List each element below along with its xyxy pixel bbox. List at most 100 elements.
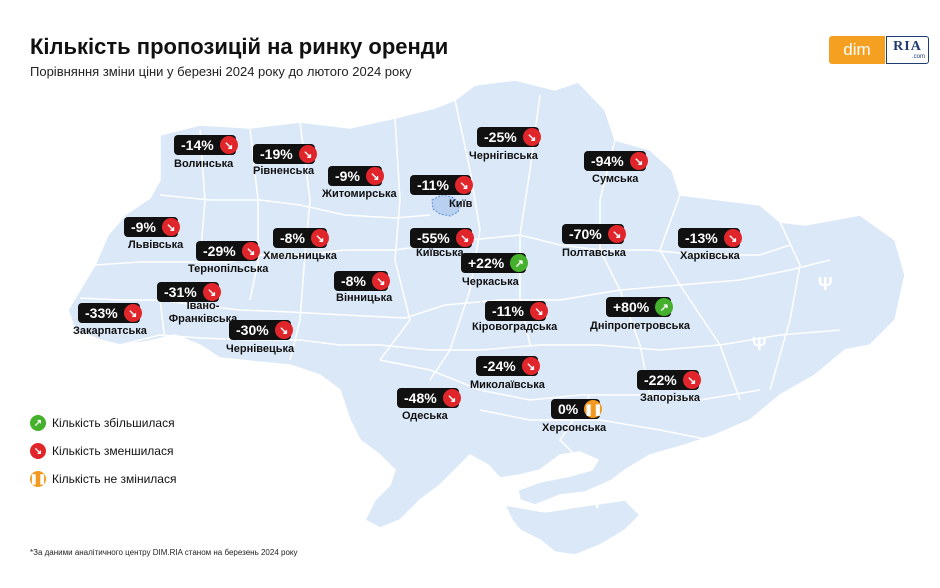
region-change-badge: +22% ↗ <box>461 253 529 273</box>
trident-icon: Ψ <box>818 274 833 294</box>
region-change-badge: -30% ↘ <box>229 320 293 340</box>
region-change-value: -13% <box>685 230 718 246</box>
region-name-одеська: Одеська <box>402 410 448 422</box>
arrow-down-right-icon: ↘ <box>298 145 317 163</box>
region-name-полтавська: Полтавська <box>562 247 626 259</box>
region-change-value: -25% <box>484 129 517 145</box>
region-name-закарпатська: Закарпатська <box>73 325 147 337</box>
region-name-київська: Київська <box>416 247 464 259</box>
legend-label: Кількість не змінилася <box>52 472 177 486</box>
region-name-івано-франківська: Івано- Франківська <box>168 300 238 325</box>
region-name-львівська: Львівська <box>128 239 184 251</box>
region-change-value: -31% <box>164 284 197 300</box>
region-change-value: -19% <box>260 146 293 162</box>
arrow-down-right-icon: ↘ <box>529 302 548 320</box>
region-change-badge: -9% ↘ <box>328 166 384 186</box>
ria-logo: RIA .com <box>886 36 929 64</box>
kyiv-city-shape <box>431 194 461 217</box>
arrow-down-right-icon: ↘ <box>202 283 221 301</box>
arrow-down-right-icon: ↘ <box>274 321 293 339</box>
legend-label: Кількість зменшилася <box>52 444 174 458</box>
arrow-down-right-icon: ↘ <box>442 389 461 407</box>
region-change-value: -11% <box>492 303 524 319</box>
region-name-миколаївська: Миколаївська <box>470 379 545 391</box>
region-change-value: -70% <box>569 226 602 242</box>
region-change-badge: +80% ↗ <box>606 297 674 317</box>
arrow-down-right-icon: ↘ <box>607 225 626 243</box>
region-name-чернівецька: Чернівецька <box>226 343 295 355</box>
region-name-херсонська: Херсонська <box>542 422 607 434</box>
region-change-badge: -70% ↘ <box>562 224 626 244</box>
region-name-тернопільська: Тернопільська <box>188 263 269 275</box>
region-change-badge: -8% ↘ <box>334 271 390 291</box>
region-change-badge: 0% ❚❚ <box>551 399 602 419</box>
footnote: *За даними аналітичного центру DIM.RIA с… <box>30 548 298 557</box>
region-change-badge: -94% ↘ <box>584 151 648 171</box>
region-name-волинська: Волинська <box>174 158 234 170</box>
arrow-down-right-icon: ↘ <box>241 242 260 260</box>
region-change-badge: -13% ↘ <box>678 228 742 248</box>
region-change-value: -30% <box>236 322 269 338</box>
region-change-badge: -31% ↘ <box>157 282 221 302</box>
ria-logo-domain: .com <box>911 53 925 60</box>
arrow-down-right-icon: ↘ <box>365 167 384 185</box>
pause-icon: ❚❚ <box>584 400 602 418</box>
arrow-down-right-icon: ↘ <box>723 229 742 247</box>
region-change-badge: -11% ↘ <box>410 175 473 195</box>
pause-icon: ❚❚ <box>30 471 46 487</box>
region-change-value: +80% <box>613 299 650 315</box>
region-change-value: -9% <box>131 219 156 235</box>
region-change-value: -9% <box>335 168 360 184</box>
region-change-value: 0% <box>558 401 579 417</box>
region-change-badge: -25% ↘ <box>477 127 541 147</box>
region-change-value: -33% <box>85 305 118 321</box>
region-change-badge: -24% ↘ <box>476 356 540 376</box>
region-change-badge: -8% ↘ <box>273 228 329 248</box>
region-name-вінницька: Вінницька <box>336 292 393 304</box>
region-change-value: -94% <box>591 153 624 169</box>
dim-logo: dim <box>829 36 885 64</box>
arrow-up-right-icon: ↗ <box>30 415 46 431</box>
arrow-down-right-icon: ↘ <box>30 443 46 459</box>
arrow-down-right-icon: ↘ <box>123 304 142 322</box>
region-change-badge: -22% ↘ <box>637 370 701 390</box>
region-name-київ: Київ <box>449 198 473 210</box>
region-change-value: -24% <box>483 358 516 374</box>
arrow-up-right-icon: ↗ <box>510 254 529 272</box>
page-subtitle: Порівняння зміни ціни у березні 2024 рок… <box>30 64 412 79</box>
region-name-житомирська: Житомирська <box>322 188 397 200</box>
arrow-up-right-icon: ↗ <box>655 298 674 316</box>
region-change-value: -14% <box>181 137 214 153</box>
region-change-badge: -55% ↘ <box>410 228 474 248</box>
arrow-down-right-icon: ↘ <box>310 229 329 247</box>
region-change-value: -55% <box>417 230 450 246</box>
arrow-down-right-icon: ↘ <box>455 229 474 247</box>
arrow-down-right-icon: ↘ <box>629 152 648 170</box>
arrow-down-right-icon: ↘ <box>522 128 541 146</box>
region-change-value: -22% <box>644 372 677 388</box>
region-name-рівненська: Рівненська <box>253 165 315 177</box>
region-name-черкаська: Черкаська <box>462 276 519 288</box>
arrow-down-right-icon: ↘ <box>521 357 540 375</box>
trident-icon: Ψ <box>752 334 767 354</box>
region-change-badge: -19% ↘ <box>253 144 317 164</box>
region-name-хмельницька: Хмельницька <box>263 250 337 262</box>
region-change-value: -29% <box>203 243 236 259</box>
ria-logo-text: RIA <box>893 38 922 54</box>
legend-label: Кількість збільшилася <box>52 416 175 430</box>
region-change-badge: -14% ↘ <box>174 135 238 155</box>
region-name-харківська: Харківська <box>680 250 740 262</box>
region-change-value: -48% <box>404 390 437 406</box>
region-change-badge: -11% ↘ <box>485 301 548 321</box>
region-change-value: +22% <box>468 255 505 271</box>
region-change-value: -11% <box>417 177 449 193</box>
region-name-сумська: Сумська <box>592 173 639 185</box>
arrow-down-right-icon: ↘ <box>682 371 701 389</box>
region-change-badge: -9% ↘ <box>124 217 180 237</box>
region-name-кіровоградська: Кіровоградська <box>472 321 558 333</box>
page-title: Кількість пропозицій на ринку оренди <box>30 34 449 59</box>
region-change-badge: -29% ↘ <box>196 241 260 261</box>
trident-icon: Ψ <box>590 492 605 512</box>
region-change-value: -8% <box>280 230 305 246</box>
